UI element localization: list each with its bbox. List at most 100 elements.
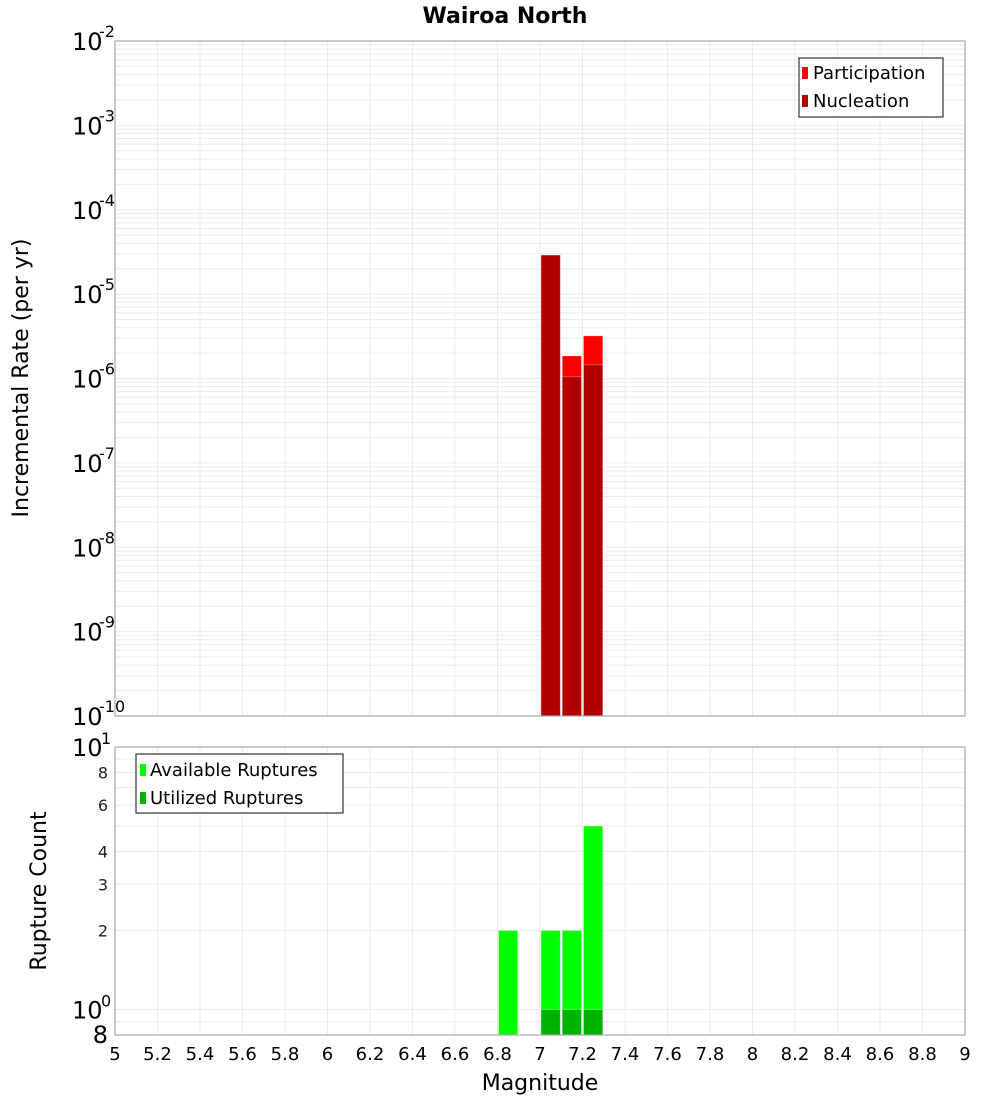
svg-text:8: 8 [98, 763, 108, 782]
svg-text:0: 0 [101, 992, 111, 1011]
legend-participation: Participation [813, 63, 925, 84]
x-tick-label: 5 [109, 1044, 120, 1065]
x-axis-label: Magnitude [482, 1071, 599, 1096]
count-y-axis-label: Rupture Count [27, 811, 52, 971]
svg-text:1: 1 [101, 729, 111, 748]
svg-text:-5: -5 [99, 275, 115, 294]
y-tick-label: 10-5 [72, 275, 115, 309]
svg-text:10: 10 [72, 534, 103, 562]
count-legend-box [135, 753, 344, 814]
svg-text:-3: -3 [99, 106, 115, 125]
svg-text:10: 10 [72, 703, 103, 731]
x-tick-label: 8.4 [823, 1044, 852, 1065]
y-tick-label: 10-2 [72, 22, 115, 56]
rate-legend: Participation Nucleation [798, 57, 944, 118]
y-tick-label: 10-3 [72, 106, 115, 140]
y-tick-label: 10-10 [72, 697, 125, 731]
svg-text:8: 8 [93, 1021, 108, 1049]
svg-text:10: 10 [72, 619, 103, 647]
x-tick-label: 6.2 [356, 1044, 385, 1065]
x-tick-label: 5.6 [228, 1044, 257, 1065]
count-plot-bars [498, 825, 604, 1036]
y-tick-label: 10-4 [72, 191, 115, 225]
utilized-ruptures-bar [583, 1009, 604, 1036]
rate-y-axis-label: Incremental Rate (per yr) [9, 239, 34, 518]
svg-text:3: 3 [98, 875, 108, 894]
svg-text:10: 10 [72, 281, 103, 309]
svg-text:-4: -4 [99, 191, 115, 210]
y-tick-label: 10-7 [72, 444, 115, 478]
x-tick-label: 8 [747, 1044, 758, 1065]
rate-plot-grid [114, 41, 966, 717]
y-tick-label: 8 [98, 763, 108, 782]
x-tick-label: 6.8 [483, 1044, 512, 1065]
rate-plot-bars [540, 254, 604, 717]
svg-text:-10: -10 [99, 697, 125, 716]
x-tick-label: 7.6 [653, 1044, 682, 1065]
available-swatch-icon [140, 764, 146, 776]
legend-nucleation: Nucleation [813, 91, 909, 112]
x-tick-label: 7.8 [696, 1044, 725, 1065]
svg-text:-8: -8 [99, 528, 115, 547]
y-tick-label: 8 [93, 1021, 108, 1049]
y-tick-label: 10-6 [72, 360, 115, 394]
nucleation-bar [583, 364, 604, 717]
y-tick-label: 6 [98, 796, 108, 815]
x-tick-label: 6.6 [441, 1044, 470, 1065]
svg-text:10: 10 [72, 366, 103, 394]
rate-plot: 10-210-310-410-510-610-710-810-910-10 In… [9, 22, 966, 731]
y-tick-label: 4 [98, 842, 108, 861]
svg-text:10: 10 [72, 997, 103, 1025]
svg-text:10: 10 [72, 450, 103, 478]
utilized-ruptures-bar [540, 1009, 561, 1036]
x-tick-label: 6.4 [398, 1044, 427, 1065]
nucleation-bar [540, 254, 561, 717]
svg-text:10: 10 [72, 197, 103, 225]
svg-text:4: 4 [98, 842, 108, 861]
utilized-swatch-icon [140, 792, 146, 804]
nucleation-swatch-icon [802, 95, 808, 107]
count-plot-frame [114, 746, 966, 1036]
svg-text:10: 10 [72, 734, 103, 762]
x-tick-label: 8.6 [866, 1044, 895, 1065]
x-tick-label: 7.2 [568, 1044, 597, 1065]
svg-text:6: 6 [98, 796, 108, 815]
utilized-ruptures-bar [561, 1009, 582, 1036]
x-tick-label: 6 [322, 1044, 333, 1065]
y-tick-label: 101 [72, 729, 111, 762]
x-tick-label: 9 [959, 1044, 970, 1065]
nucleation-bar [561, 376, 582, 717]
x-tick-label: 5.2 [143, 1044, 172, 1065]
available-ruptures-bar [583, 825, 604, 1036]
legend-utilized: Utilized Ruptures [150, 788, 303, 809]
x-tick-label: 8.8 [908, 1044, 937, 1065]
svg-text:-6: -6 [99, 360, 115, 379]
legend-available: Available Ruptures [150, 760, 318, 781]
count-legend: Available Ruptures Utilized Ruptures [135, 753, 344, 814]
y-tick-label: 100 [72, 992, 111, 1025]
y-tick-label: 10-9 [72, 613, 115, 647]
participation-swatch-icon [802, 67, 808, 79]
x-tick-label: 5.8 [271, 1044, 300, 1065]
x-tick-label: 7 [534, 1044, 545, 1065]
svg-text:10: 10 [72, 28, 103, 56]
rate-legend-box [798, 57, 944, 118]
y-tick-label: 3 [98, 875, 108, 894]
x-axis-ticks: 5 5.2 5.4 5.6 5.8 6 6.2 6.4 6.6 6.8 7 7.2 7.4 7.6 7.8 8… [109, 1044, 970, 1065]
x-tick-label: 8.2 [781, 1044, 810, 1065]
svg-text:2: 2 [98, 922, 108, 941]
rate-plot-frame [114, 40, 966, 717]
available-ruptures-bar [498, 930, 519, 1036]
x-tick-label: 5.4 [186, 1044, 215, 1065]
svg-text:-9: -9 [99, 613, 115, 632]
svg-text:-7: -7 [99, 444, 115, 463]
svg-text:-2: -2 [99, 22, 115, 41]
x-tick-label: 7.4 [611, 1044, 640, 1065]
y-tick-label: 2 [98, 922, 108, 941]
rate-plot-y-ticks: 10-210-310-410-510-610-710-810-910-10 [72, 22, 125, 731]
chart-title: Wairoa North [423, 4, 588, 29]
y-tick-label: 10-8 [72, 528, 115, 562]
